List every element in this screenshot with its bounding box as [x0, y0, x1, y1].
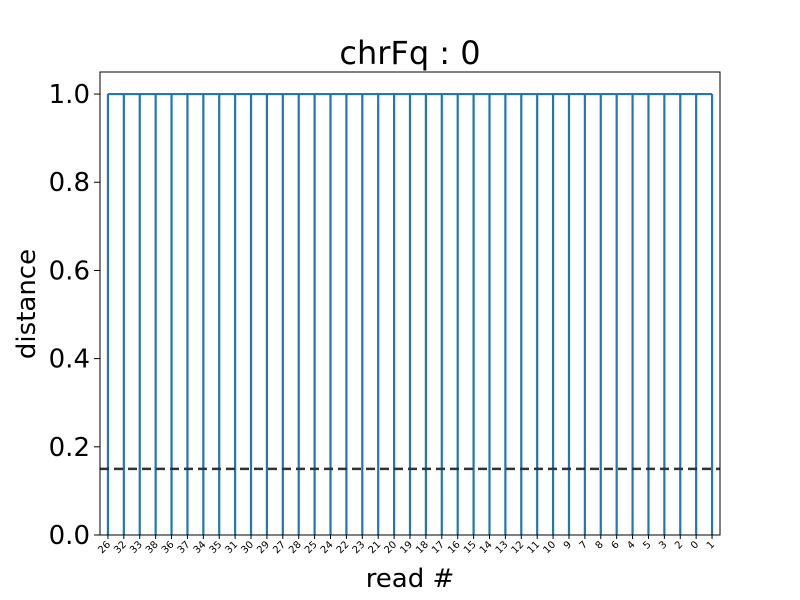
y-axis-label: distance: [12, 249, 42, 359]
y-tick-label: 0.6: [49, 256, 90, 286]
y-tick-label: 0.8: [49, 168, 90, 198]
y-tick-label: 0.2: [49, 433, 90, 463]
dendrogram-links: [106, 92, 714, 535]
chart-title: chrFq : 0: [339, 34, 480, 72]
y-tick-label: 0.0: [49, 521, 90, 551]
y-axis: 0.0 0.2 0.4 0.6 0.8 1.0: [49, 80, 100, 551]
y-tick-label: 0.4: [49, 345, 90, 375]
x-axis-label: read #: [366, 564, 455, 594]
y-tick-label: 1.0: [49, 80, 90, 110]
plot-frame: [99, 71, 721, 536]
